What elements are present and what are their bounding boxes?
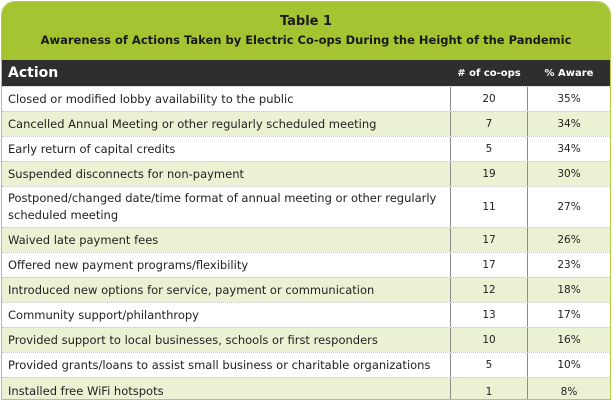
cell-action: Community support/philanthropy	[8, 307, 199, 322]
cell-action: Postponed/changed date/time format of an…	[8, 191, 437, 222]
cell-action: Closed or modified lobby availability to…	[8, 91, 294, 106]
cell-aware: 35%	[557, 93, 581, 105]
cell-aware: 18%	[557, 284, 581, 296]
table-row: Community support/philanthropy 13 17%	[2, 302, 610, 327]
header-action: Action	[8, 65, 59, 81]
cell-action: Waived late payment fees	[8, 232, 159, 247]
cell-coops: 1	[450, 378, 528, 399]
cell-coops: 11	[450, 187, 528, 227]
cell-action: Offered new payment programs/flexibility	[8, 257, 249, 272]
cell-coops: 19	[450, 162, 528, 186]
cell-action: Cancelled Annual Meeting or other regula…	[8, 116, 377, 131]
cell-coops: 5	[450, 353, 528, 377]
table-row: Introduced new options for service, paym…	[2, 277, 610, 302]
cell-coops: 7	[450, 112, 528, 136]
cell-aware: 16%	[557, 334, 581, 346]
cell-coops: 5	[450, 137, 528, 161]
header-coops: # of co-ops	[457, 67, 521, 79]
cell-coops: 20	[450, 87, 528, 111]
table-body: Closed or modified lobby availability to…	[2, 86, 610, 399]
cell-aware: 17%	[557, 309, 581, 321]
table-row: Provided support to local businesses, sc…	[2, 327, 610, 352]
cell-aware: 30%	[557, 168, 581, 180]
table-row: Offered new payment programs/flexibility…	[2, 252, 610, 277]
table-row: Postponed/changed date/time format of an…	[2, 186, 610, 227]
cell-coops: 17	[450, 253, 528, 277]
table-row: Early return of capital credits 5 34%	[2, 136, 610, 161]
cell-action: Introduced new options for service, paym…	[8, 282, 375, 297]
cell-aware: 26%	[557, 234, 581, 246]
cell-coops: 10	[450, 328, 528, 352]
header-aware: % Aware	[544, 67, 594, 79]
cell-aware: 8%	[560, 385, 578, 398]
cell-coops: 12	[450, 278, 528, 302]
cell-action: Early return of capital credits	[8, 141, 176, 156]
table-row: Suspended disconnects for non-payment 19 3…	[2, 161, 610, 186]
table-header-row: Action # of co-ops % Aware	[2, 60, 610, 86]
table-title: Table 1	[279, 14, 333, 29]
table-row: Closed or modified lobby availability to…	[2, 86, 610, 111]
table-title-bar: Table 1 Awareness of Actions Taken by El…	[2, 2, 610, 60]
cell-aware: 23%	[557, 259, 581, 271]
cell-aware: 34%	[557, 118, 581, 130]
table-subtitle: Awareness of Actions Taken by Electric C…	[40, 33, 572, 47]
table-row: Waived late payment fees 17 26%	[2, 227, 610, 252]
table-row: Provided grants/loans to assist small bu…	[2, 352, 610, 377]
cell-coops: 13	[450, 303, 528, 327]
cell-action: Provided grants/loans to assist small bu…	[8, 357, 431, 372]
cell-aware: 10%	[557, 359, 581, 371]
cell-aware: 27%	[557, 201, 581, 213]
cell-action: Suspended disconnects for non-payment	[8, 166, 245, 181]
table-row: Installed free WiFi hotspots 1 8%	[2, 377, 610, 399]
cell-action: Installed free WiFi hotspots	[8, 384, 164, 398]
cell-coops: 17	[450, 228, 528, 252]
table-row: Cancelled Annual Meeting or other regula…	[2, 111, 610, 136]
cell-action: Provided support to local businesses, sc…	[8, 332, 378, 347]
cell-aware: 34%	[557, 143, 581, 155]
